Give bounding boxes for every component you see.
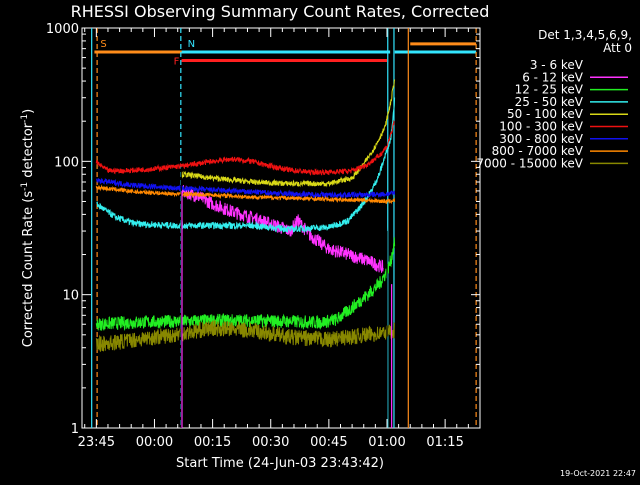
legend-label: 300 - 800 keV xyxy=(499,132,583,146)
series-layer xyxy=(95,79,396,428)
x-tick-label: 00:30 xyxy=(252,435,289,450)
y-axis-label-end: ) xyxy=(21,109,36,114)
series-line xyxy=(96,97,396,234)
legend-label: 12 - 25 keV xyxy=(515,83,584,97)
legend-label: 7000 - 15000 keV xyxy=(476,156,583,170)
flag-label: S xyxy=(100,39,106,50)
flag-label: N xyxy=(188,39,195,50)
y-axis-label-sup2: -1 xyxy=(20,114,30,123)
flag-layer: S NF xyxy=(94,39,477,68)
legend-header-detectors: Det 1,3,4,5,6,9, xyxy=(538,28,632,42)
series-line xyxy=(95,320,396,352)
legend-label: 100 - 300 keV xyxy=(499,120,583,134)
plot-border xyxy=(81,27,481,429)
x-axis-label: Start Time (24-Jun-03 23:43:42) xyxy=(176,456,384,471)
legend-label: 25 - 50 keV xyxy=(515,95,584,109)
timestamp: 19-Oct-2021 22:47 xyxy=(560,469,636,478)
y-axis-label: Corrected Count Rate (s-1 detector-1) xyxy=(20,109,36,347)
series-line xyxy=(95,237,396,331)
y-tick-label: 1 xyxy=(71,422,79,437)
legend-header-attenuator: Att 0 xyxy=(603,41,632,55)
y-axis-label-mid: detector xyxy=(21,122,36,182)
series-line xyxy=(95,184,396,205)
x-tick-label: 00:15 xyxy=(194,435,231,450)
x-tick-label: 01:15 xyxy=(426,435,463,450)
x-tick-label: 00:45 xyxy=(310,435,347,450)
legend-label: 6 - 12 keV xyxy=(522,70,584,84)
y-axis-label-sup1: -1 xyxy=(20,182,30,191)
axis-layer: 1 10 100 1000 23:45 00:00 00:15 00:30 00:45 01:00… xyxy=(46,22,481,450)
series-line xyxy=(181,79,396,188)
plot-frame xyxy=(81,27,481,429)
y-tick-label: 10 xyxy=(62,289,79,304)
y-tick-label: 100 xyxy=(54,155,79,170)
legend-label: 50 - 100 keV xyxy=(507,107,584,121)
legend-label: 800 - 7000 keV xyxy=(492,144,584,158)
series-line xyxy=(181,160,388,237)
legend-label: 3 - 6 keV xyxy=(530,58,584,72)
flag-label: F xyxy=(174,57,180,68)
series-line xyxy=(96,177,396,199)
series-line xyxy=(95,120,395,176)
x-tick-label: 01:00 xyxy=(368,435,405,450)
chart-title: RHESSI Observing Summary Count Rates, Co… xyxy=(71,2,490,21)
x-tick-label: 23:45 xyxy=(78,435,115,450)
x-tick-label: 00:00 xyxy=(136,435,173,450)
y-axis-label-main: Corrected Count Rate (s xyxy=(21,191,36,348)
y-tick-label: 1000 xyxy=(46,22,79,37)
